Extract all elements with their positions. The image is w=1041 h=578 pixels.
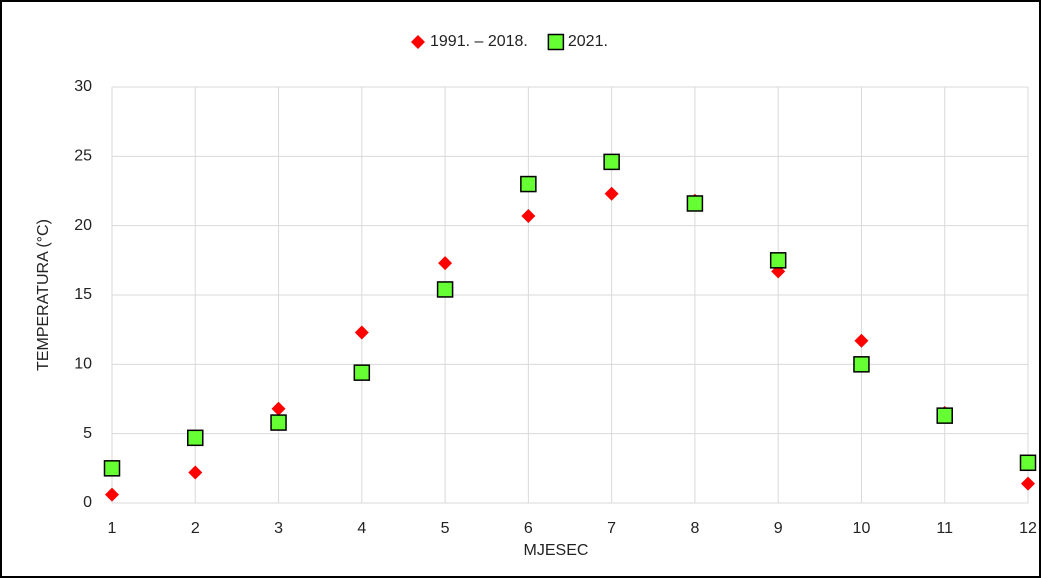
data-point xyxy=(686,195,704,212)
legend-marker xyxy=(411,35,425,49)
data-point xyxy=(438,256,453,271)
data-point xyxy=(521,208,536,223)
data-point xyxy=(436,281,454,298)
data-point xyxy=(103,460,121,477)
x-tick-label: 12 xyxy=(1019,520,1037,537)
data-point xyxy=(270,414,287,431)
x-tick-label: 4 xyxy=(357,520,366,537)
legend-label: 1991. – 2018. xyxy=(430,33,528,50)
legend-marker xyxy=(547,33,565,51)
data-point xyxy=(853,356,870,373)
x-axis-label: MJESEC xyxy=(524,542,589,559)
data-point xyxy=(105,487,119,502)
y-tick-label: 10 xyxy=(74,356,92,373)
data-point xyxy=(1021,476,1035,491)
x-tick-label: 9 xyxy=(774,520,783,537)
data-point xyxy=(520,175,537,193)
y-tick-label: 0 xyxy=(83,494,92,511)
x-tick-label: 3 xyxy=(274,520,283,537)
x-tick-label: 2 xyxy=(191,520,200,537)
x-tick-label: 10 xyxy=(853,520,871,537)
data-point xyxy=(769,252,787,269)
data-point xyxy=(936,407,953,424)
x-tick-label: 6 xyxy=(524,520,533,537)
y-tick-label: 25 xyxy=(74,148,92,165)
x-tick-label: 8 xyxy=(690,520,699,537)
data-point xyxy=(604,186,619,201)
data-point xyxy=(603,153,620,171)
legend-label: 2021. xyxy=(568,33,608,50)
data-point xyxy=(353,364,371,381)
y-axis-label: TEMPERATURA (°C) xyxy=(35,219,52,371)
y-tick-label: 15 xyxy=(74,286,92,303)
x-tick-label: 1 xyxy=(108,520,117,537)
y-tick-label: 30 xyxy=(74,78,92,95)
y-tick-label: 5 xyxy=(83,425,92,442)
data-point xyxy=(187,429,204,447)
x-tick-label: 5 xyxy=(441,520,450,537)
x-tick-label: 7 xyxy=(607,520,616,537)
data-point xyxy=(271,401,286,416)
data-point xyxy=(188,465,203,480)
x-tick-label: 11 xyxy=(936,520,953,537)
data-point xyxy=(854,333,869,348)
data-point xyxy=(354,325,369,340)
y-tick-label: 20 xyxy=(74,217,92,234)
data-point xyxy=(1019,454,1037,472)
